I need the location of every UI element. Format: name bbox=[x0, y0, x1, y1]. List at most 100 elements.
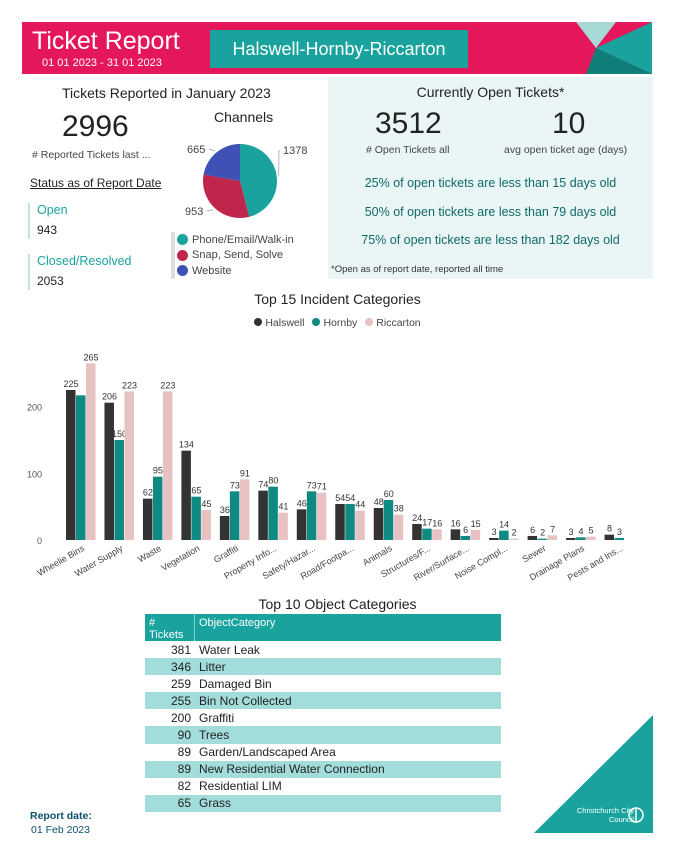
bar-label: 6 bbox=[530, 525, 535, 535]
bar-label: 48 bbox=[374, 497, 384, 507]
sort-down-icon[interactable]: ▼ bbox=[149, 642, 156, 649]
pie-leader-2 bbox=[208, 148, 216, 152]
open-tickets-count-label: # Open Tickets all bbox=[366, 144, 450, 156]
y-tick-label: 0 bbox=[37, 536, 42, 546]
legend-dot-website bbox=[177, 265, 188, 277]
table-row: 381 Water Leak bbox=[145, 641, 501, 658]
row-ticket-count: 346 bbox=[170, 659, 191, 674]
x-tick-label: Graffiti bbox=[212, 543, 240, 565]
objects-table: # Tickets ▼ ObjectCategory 381 Water Leak… bbox=[145, 614, 501, 812]
bar bbox=[460, 536, 471, 540]
bar bbox=[316, 492, 327, 540]
bar-label: 71 bbox=[317, 482, 327, 492]
council-logo-graphic bbox=[534, 715, 653, 833]
bar-label: 3 bbox=[492, 527, 497, 537]
bar bbox=[296, 509, 307, 540]
bar-label: 7 bbox=[550, 524, 555, 534]
bar bbox=[470, 530, 481, 540]
bar bbox=[76, 395, 86, 540]
row-object-category: Graffiti bbox=[199, 710, 235, 725]
bar-label: 24 bbox=[412, 513, 422, 523]
row-object-category: Damaged Bin bbox=[199, 676, 272, 691]
bar bbox=[142, 498, 153, 540]
bar-label: 8 bbox=[607, 524, 612, 534]
x-tick-label: Waste bbox=[136, 543, 163, 564]
bar-label: 74 bbox=[258, 480, 268, 490]
bar-label: 62 bbox=[143, 488, 153, 498]
bar bbox=[114, 440, 124, 540]
bar bbox=[335, 504, 345, 540]
col-category-header[interactable]: ObjectCategory bbox=[199, 617, 276, 629]
bar-label: 44 bbox=[355, 500, 365, 510]
row-object-category: Water Leak bbox=[199, 642, 260, 657]
bar-label: 265 bbox=[83, 352, 98, 362]
bar-label: 45 bbox=[201, 499, 211, 509]
open-ticket-age: 10 bbox=[552, 107, 586, 140]
row-ticket-count: 381 bbox=[170, 642, 191, 657]
bar bbox=[373, 508, 384, 540]
bar-label: 150 bbox=[112, 429, 127, 439]
bar-label: 73 bbox=[230, 480, 240, 490]
bar-label: 2 bbox=[540, 528, 545, 538]
bar-label: 38 bbox=[394, 504, 404, 514]
bar-label: 54 bbox=[345, 493, 355, 503]
legend-item-website: Website bbox=[177, 263, 294, 279]
reported-count: 2996 bbox=[62, 110, 129, 143]
pie-slice-2 bbox=[203, 144, 240, 181]
table-row: 255 Bin Not Collected bbox=[145, 692, 501, 710]
row-object-category: Bin Not Collected bbox=[199, 693, 292, 708]
chart-legend-riccarton: Riccarton bbox=[365, 317, 421, 329]
row-ticket-count: 89 bbox=[177, 745, 191, 760]
legend-item-phone: Phone/Email/Walk-in bbox=[177, 232, 294, 248]
bar bbox=[229, 491, 240, 540]
col-tickets-header[interactable]: # Tickets ▼ bbox=[145, 614, 195, 649]
channels-legend: Phone/Email/Walk-in Snap, Send, Solve We… bbox=[171, 232, 294, 279]
reported-count-label: # Reported Tickets last ... bbox=[32, 149, 151, 161]
status-open: Open 943 bbox=[28, 203, 68, 239]
x-tick-label: Sewer bbox=[521, 543, 548, 564]
bar bbox=[162, 391, 173, 540]
table-row: 346 Litter bbox=[145, 658, 501, 676]
bar bbox=[268, 486, 278, 540]
bar bbox=[181, 450, 191, 540]
legend-dot-snap bbox=[177, 249, 188, 261]
bar bbox=[422, 528, 432, 540]
y-tick-label: 200 bbox=[27, 403, 42, 413]
bar bbox=[566, 538, 576, 540]
table-row: 65 Grass bbox=[145, 794, 501, 812]
bar-label: 6 bbox=[463, 525, 468, 535]
row-object-category: New Residential Water Connection bbox=[199, 762, 385, 777]
chart-legend-halswell: Halswell bbox=[254, 317, 304, 329]
bar bbox=[537, 538, 548, 540]
bar-label: 16 bbox=[432, 518, 442, 528]
bar bbox=[586, 536, 596, 540]
bar bbox=[239, 479, 250, 540]
header-triangles-graphic bbox=[556, 22, 652, 74]
open-pct-75: 75% of open tickets are less than 182 da… bbox=[361, 233, 620, 247]
open-tickets-panel bbox=[328, 77, 653, 279]
bar bbox=[547, 535, 558, 540]
report-date-label: Report date: bbox=[30, 810, 92, 822]
table-row: 89 New Residential Water Connection bbox=[145, 760, 501, 778]
bar-label: 206 bbox=[102, 392, 117, 402]
chart-legend-hornby: Hornby bbox=[312, 317, 357, 329]
bar bbox=[66, 390, 76, 540]
bar-label: 4 bbox=[579, 526, 584, 536]
bar bbox=[527, 536, 538, 540]
report-date-value: 01 Feb 2023 bbox=[31, 824, 90, 836]
status-closed: Closed/Resolved 2053 bbox=[28, 254, 132, 290]
row-ticket-count: 90 bbox=[177, 728, 191, 743]
row-ticket-count: 65 bbox=[177, 796, 191, 811]
status-title: Status as of Report Date bbox=[30, 176, 162, 190]
bar bbox=[258, 490, 268, 540]
objects-table-header: # Tickets ▼ ObjectCategory bbox=[145, 614, 501, 649]
bar-label: 60 bbox=[384, 489, 394, 499]
open-tickets-title: Currently Open Tickets* bbox=[416, 84, 565, 100]
table-row: 259 Damaged Bin bbox=[145, 675, 501, 692]
bar bbox=[219, 516, 230, 540]
bar-label: 16 bbox=[451, 518, 461, 528]
bar-label: 223 bbox=[160, 380, 175, 390]
row-object-category: Garden/Landscaped Area bbox=[199, 745, 336, 760]
objects-title: Top 10 Object Categories bbox=[258, 596, 417, 612]
